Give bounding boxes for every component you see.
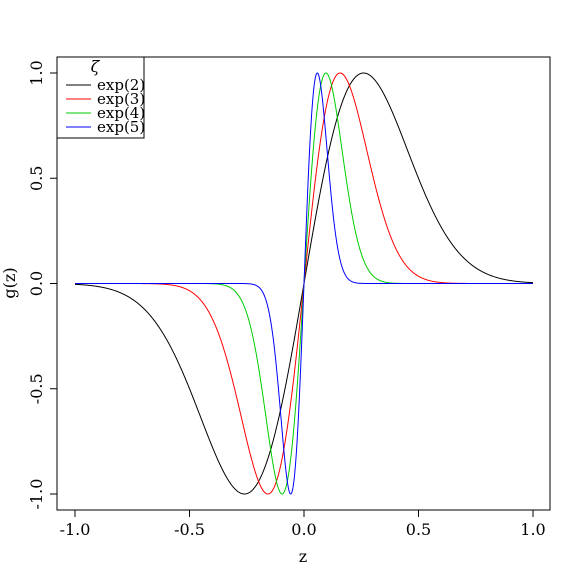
x-tick-label: 1.0 [520,520,545,539]
x-axis: -1.0 -0.5 0.0 0.5 1.0 [60,509,546,539]
legend-label: exp(2) [97,76,145,94]
legend-label: exp(5) [97,118,145,136]
x-tick-label: 0.0 [291,520,316,539]
legend-label: exp(4) [97,104,145,122]
y-tick-label: 0.0 [27,271,46,296]
y-axis: -1.0 -0.5 0.0 0.5 1.0 [27,60,58,510]
legend-title: ζ [91,57,101,76]
x-axis-label: z [299,547,307,566]
legend-label: exp(3) [97,90,145,108]
series-lines [74,72,534,495]
x-tick-label: -1.0 [60,520,91,539]
legend-box [56,56,145,139]
y-tick-label: 1.0 [27,60,46,85]
y-tick-label: -0.5 [27,373,46,404]
x-tick-label: 0.5 [406,520,431,539]
legend: ζ exp(2)exp(3)exp(4)exp(5) [56,56,145,139]
y-axis-label: g(z) [0,267,19,298]
x-tick-label: -0.5 [174,520,205,539]
y-tick-label: -1.0 [27,479,46,510]
series-line-4 [75,72,533,495]
y-tick-label: 0.5 [27,166,46,191]
